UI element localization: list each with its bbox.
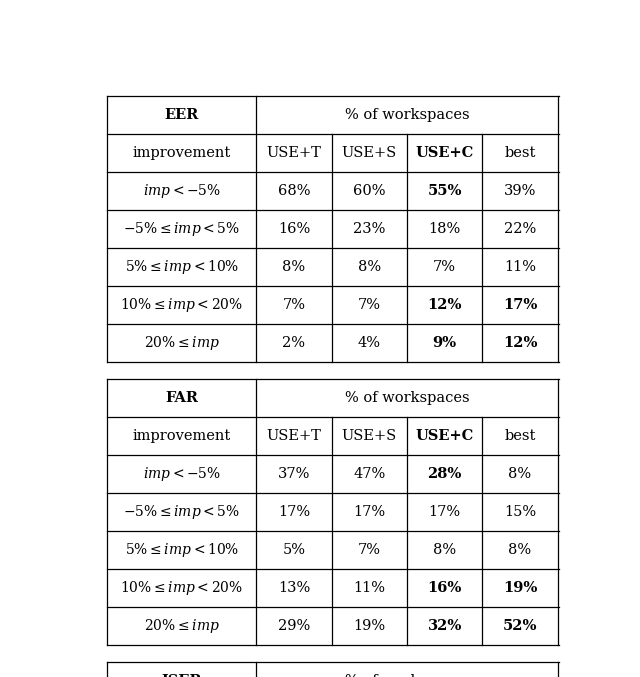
Text: 18%: 18% [429,222,461,236]
Text: $5\% \leq \mathit{imp} < 10\%$: $5\% \leq \mathit{imp} < 10\%$ [125,258,239,276]
Text: 8%: 8% [282,260,305,274]
Text: 7%: 7% [358,543,381,557]
Text: $10\% \leq \mathit{imp} < 20\%$: $10\% \leq \mathit{imp} < 20\%$ [120,580,243,597]
Text: 19%: 19% [503,581,537,595]
Text: 11%: 11% [504,260,536,274]
Text: USE+T: USE+T [266,429,321,443]
Text: USE+S: USE+S [342,429,397,443]
Text: 4%: 4% [358,336,381,350]
Text: 17%: 17% [429,505,461,519]
Text: best: best [504,146,536,160]
Text: 2%: 2% [282,336,305,350]
Text: 28%: 28% [428,467,462,481]
Text: 7%: 7% [282,298,305,312]
Text: $-5\% \leq \mathit{imp} < 5\%$: $-5\% \leq \mathit{imp} < 5\%$ [124,220,240,238]
Text: % of workspaces: % of workspaces [345,391,469,405]
Text: 12%: 12% [428,298,462,312]
Text: 37%: 37% [278,467,310,481]
Text: USE+C: USE+C [415,429,474,443]
Text: 7%: 7% [358,298,381,312]
Text: 12%: 12% [503,336,538,350]
Text: 52%: 52% [503,619,538,633]
Text: $10\% \leq \mathit{imp} < 20\%$: $10\% \leq \mathit{imp} < 20\%$ [120,296,243,314]
Text: 7%: 7% [433,260,456,274]
Text: 68%: 68% [278,184,310,198]
Text: $20\% \leq \mathit{imp}$: $20\% \leq \mathit{imp}$ [144,617,220,635]
Text: 15%: 15% [504,505,536,519]
Text: % of workspaces: % of workspaces [345,108,469,122]
Text: 29%: 29% [278,619,310,633]
Text: 22%: 22% [504,222,536,236]
Text: % of workspaces: % of workspaces [345,674,469,677]
Text: 8%: 8% [433,543,456,557]
Text: 11%: 11% [353,581,385,595]
Text: 47%: 47% [353,467,385,481]
Text: FAR: FAR [165,391,198,405]
Text: 13%: 13% [278,581,310,595]
Text: $5\% \leq \mathit{imp} < 10\%$: $5\% \leq \mathit{imp} < 10\%$ [125,541,239,559]
Text: USE+S: USE+S [342,146,397,160]
Text: 32%: 32% [428,619,462,633]
Text: 17%: 17% [353,505,385,519]
Text: improvement: improvement [132,146,231,160]
Text: 9%: 9% [433,336,457,350]
Text: $20\% \leq \mathit{imp}$: $20\% \leq \mathit{imp}$ [144,334,220,352]
Text: 16%: 16% [428,581,462,595]
Text: $\mathit{imp} < -5\%$: $\mathit{imp} < -5\%$ [143,182,221,200]
Text: 8%: 8% [358,260,381,274]
Text: 17%: 17% [503,298,537,312]
Text: 19%: 19% [353,619,385,633]
Text: 16%: 16% [278,222,310,236]
Text: 8%: 8% [509,467,532,481]
Text: $\mathit{imp} < -5\%$: $\mathit{imp} < -5\%$ [143,465,221,483]
Text: improvement: improvement [132,429,231,443]
Text: USE+T: USE+T [266,146,321,160]
Text: EER: EER [164,108,199,122]
Text: $-5\% \leq \mathit{imp} < 5\%$: $-5\% \leq \mathit{imp} < 5\%$ [124,503,240,521]
Text: 8%: 8% [509,543,532,557]
Text: 55%: 55% [428,184,462,198]
Text: 5%: 5% [282,543,305,557]
Text: 17%: 17% [278,505,310,519]
Text: 60%: 60% [353,184,385,198]
Text: 39%: 39% [504,184,536,198]
Text: best: best [504,429,536,443]
Text: USE+C: USE+C [415,146,474,160]
Text: ISER: ISER [161,674,202,677]
Text: 23%: 23% [353,222,385,236]
